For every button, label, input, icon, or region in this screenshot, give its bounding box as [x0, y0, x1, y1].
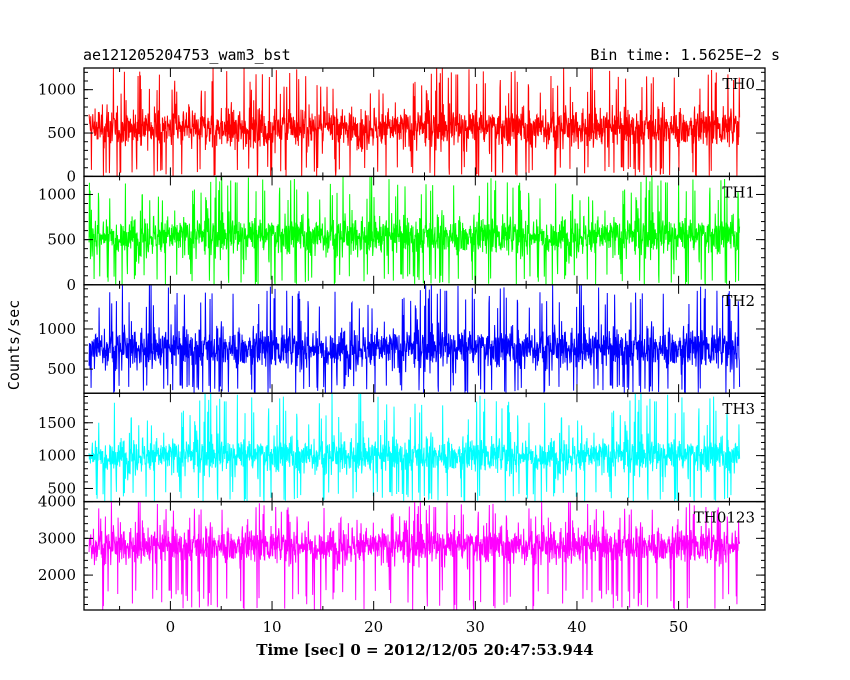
y-tick-label: 500	[47, 360, 76, 378]
y-tick-label: 3000	[38, 529, 76, 547]
x-tick-label: 30	[466, 618, 485, 636]
panel-th1: 0 500 1000 TH1	[38, 175, 766, 294]
x-tick-label: 10	[262, 618, 281, 636]
x-tick-label: 50	[669, 618, 688, 636]
series-line-th0123	[88, 501, 741, 611]
series-line-th0	[88, 68, 741, 177]
panel-label-th3: TH3	[722, 400, 755, 418]
panel-th3: 500 1000 1500 TH3	[38, 392, 766, 503]
bin-time-label: Bin time: 1.5625E−2 s	[590, 46, 780, 64]
y-tick-label: 0	[66, 276, 76, 294]
y-tick-label: 1000	[38, 81, 76, 99]
y-tick-label: 1000	[38, 185, 76, 203]
x-tick-label: 0	[166, 618, 176, 636]
y-tick-label: 1500	[38, 414, 76, 432]
y-tick-label: 0	[66, 167, 76, 185]
panel-th2: 500 1000 TH2	[38, 284, 766, 394]
x-tick-label: 20	[364, 618, 383, 636]
series-line-th1	[88, 176, 741, 285]
chart-title: ae121205204753_wam3_bst	[83, 46, 291, 64]
panel-th0123: 2000 3000 4000 TH0123	[38, 493, 766, 611]
y-tick-label: 500	[47, 479, 76, 497]
y-tick-label: 1000	[38, 320, 76, 338]
y-tick-label: 1000	[38, 447, 76, 465]
x-tick-label: 40	[567, 618, 586, 636]
series-line-th3	[88, 393, 741, 502]
y-tick-label: 4000	[38, 493, 76, 511]
panel-th0: 0 500 1000 TH0	[38, 67, 766, 185]
y-tick-label: 500	[47, 231, 76, 249]
y-tick-label: 2000	[38, 566, 76, 584]
x-axis-label: Time [sec] 0 = 2012/12/05 20:47:53.944	[256, 641, 593, 659]
panel-label-th0: TH0	[722, 75, 755, 93]
y-axis-label: Counts/sec	[5, 300, 23, 390]
panels-group: 0 500 1000 TH0 0 500 1000 TH1 500 1000 TH2 500 1000 1…	[38, 67, 766, 611]
series-line-th2	[88, 284, 741, 394]
panel-label-th2: TH2	[722, 292, 755, 310]
panel-label-th1: TH1	[722, 183, 755, 201]
y-tick-label: 500	[47, 124, 76, 142]
panel-label-th0123: TH0123	[694, 509, 755, 527]
x-axis: 0 10 20 30 40 50	[166, 618, 689, 636]
